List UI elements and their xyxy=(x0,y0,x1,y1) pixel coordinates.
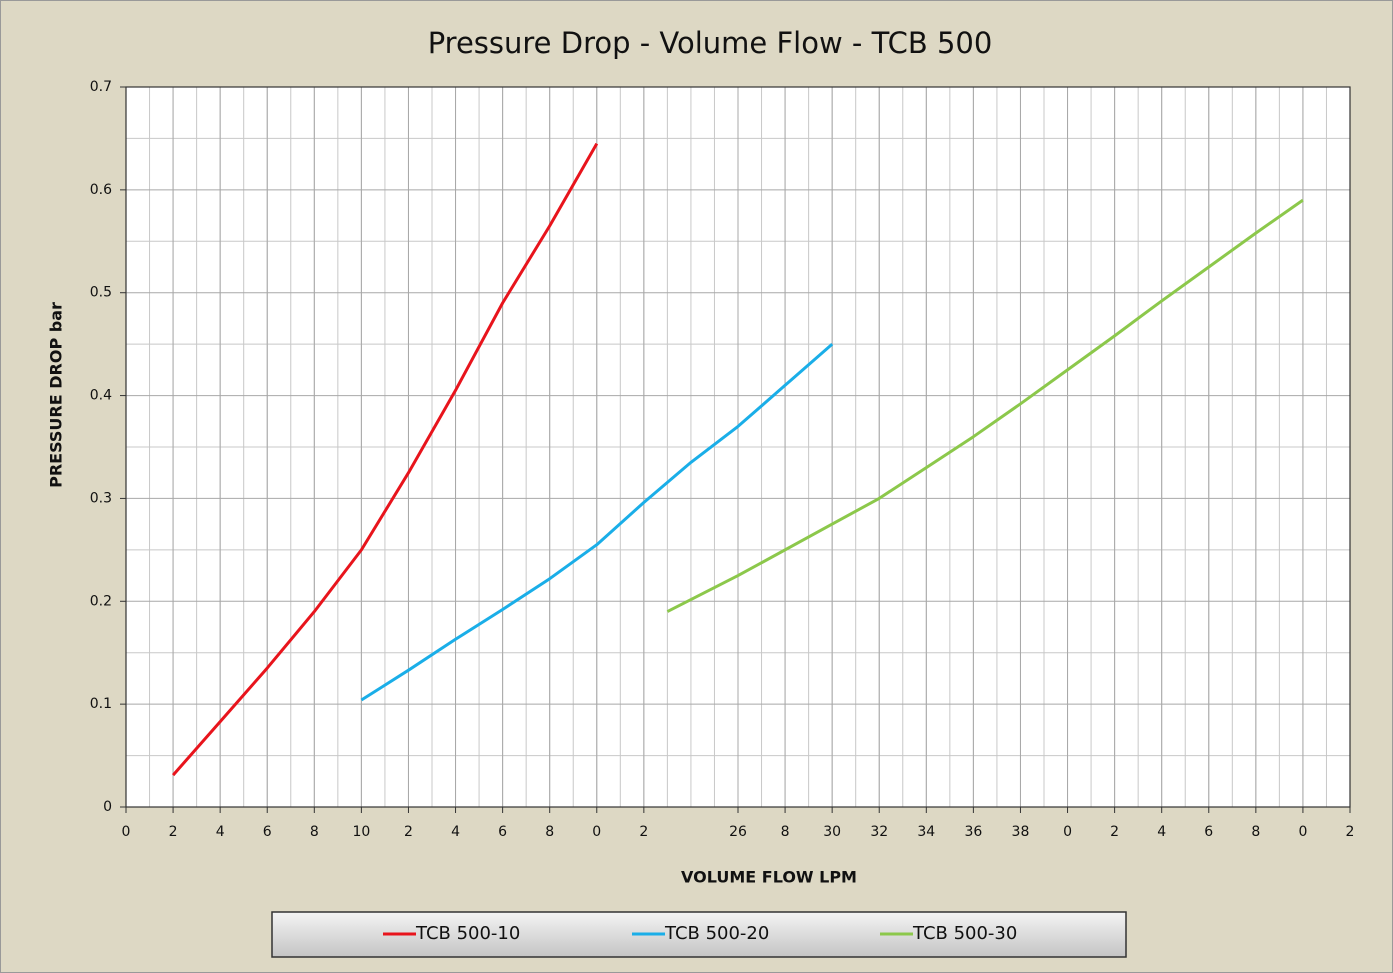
x-tick-label: 8 xyxy=(781,824,790,840)
y-tick-label: 0 xyxy=(103,799,112,815)
x-tick-label: 34 xyxy=(917,824,935,840)
x-tick-label: 36 xyxy=(964,824,982,840)
x-tick-label: 4 xyxy=(451,824,460,840)
legend-label: TCB 500-20 xyxy=(664,923,769,944)
x-tick-label: 8 xyxy=(545,824,554,840)
legend-label: TCB 500-30 xyxy=(912,923,1017,944)
x-tick-label: 8 xyxy=(1251,824,1260,840)
x-tick-label: 4 xyxy=(1157,824,1166,840)
x-tick-label: 2 xyxy=(169,824,178,840)
y-tick-label: 0.7 xyxy=(90,79,112,95)
y-tick-label: 0.6 xyxy=(90,182,112,198)
x-tick-label: 0 xyxy=(122,824,131,840)
x-tick-label: 26 xyxy=(729,824,747,840)
series-line xyxy=(171,142,599,777)
x-tick-label: 4 xyxy=(216,824,225,840)
x-tick-label: 6 xyxy=(1204,824,1213,840)
x-tick-label: 30 xyxy=(823,824,841,840)
y-tick-label: 0.3 xyxy=(90,490,112,506)
y-tick-label: 0.4 xyxy=(90,388,112,404)
x-tick-label: 2 xyxy=(639,824,648,840)
chart-title: Pressure Drop - Volume Flow - TCB 500 xyxy=(428,26,993,60)
x-tick-label: 2 xyxy=(1110,824,1119,840)
x-tick-label: 38 xyxy=(1012,824,1030,840)
plot-border xyxy=(125,86,1351,808)
x-tick-label: 0 xyxy=(592,824,601,840)
y-tick-label: 0.1 xyxy=(90,696,112,712)
series-line xyxy=(666,198,1304,613)
legend-label: TCB 500-10 xyxy=(415,923,520,944)
x-axis-label: VOLUME FLOW LPM xyxy=(681,868,857,887)
x-tick-label: 2 xyxy=(404,824,413,840)
series-line xyxy=(360,342,834,702)
x-tick-label: 0 xyxy=(1063,824,1072,840)
y-tick-label: 0.2 xyxy=(90,593,112,609)
x-tick-label: 6 xyxy=(263,824,272,840)
x-tick-label: 10 xyxy=(352,824,370,840)
y-axis-label: PRESSURE DROP bar xyxy=(47,302,66,488)
x-tick-label: 8 xyxy=(310,824,319,840)
x-tick-label: 6 xyxy=(498,824,507,840)
y-tick-label: 0.5 xyxy=(90,285,112,301)
x-tick-label: 32 xyxy=(870,824,888,840)
x-tick-label: 0 xyxy=(1298,824,1307,840)
x-tick-label: 2 xyxy=(1346,824,1355,840)
